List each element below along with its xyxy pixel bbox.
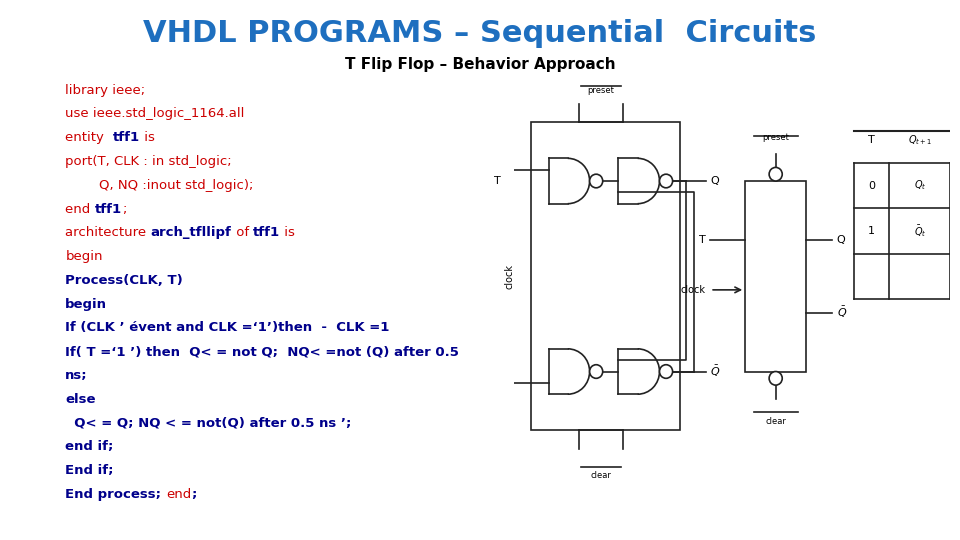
Text: is: is bbox=[280, 226, 295, 239]
Text: tff1: tff1 bbox=[95, 202, 122, 215]
Circle shape bbox=[589, 364, 603, 379]
Text: use ieee.std_logic_1164.all: use ieee.std_logic_1164.all bbox=[65, 107, 245, 120]
Text: ;: ; bbox=[191, 488, 197, 501]
Text: Process(CLK, T): Process(CLK, T) bbox=[65, 274, 183, 287]
Text: clock: clock bbox=[681, 285, 706, 295]
Text: End process;: End process; bbox=[65, 488, 166, 501]
Text: arch_tfllipf: arch_tfllipf bbox=[151, 226, 231, 239]
Text: else: else bbox=[65, 393, 96, 406]
Circle shape bbox=[660, 364, 673, 379]
Text: T: T bbox=[869, 135, 876, 145]
Text: VHDL PROGRAMS – Sequential  Circuits: VHDL PROGRAMS – Sequential Circuits bbox=[143, 19, 817, 48]
Text: If (CLK ’ évent and CLK =‘1’)then  -  CLK =1: If (CLK ’ évent and CLK =‘1’)then - CLK … bbox=[65, 321, 390, 334]
Text: end if;: end if; bbox=[65, 440, 113, 453]
Text: clear: clear bbox=[590, 471, 612, 480]
Circle shape bbox=[589, 174, 603, 188]
Text: begin: begin bbox=[65, 298, 108, 310]
Text: begin: begin bbox=[65, 250, 103, 263]
Text: ns;: ns; bbox=[65, 369, 88, 382]
Text: $\bar{Q}_t$: $\bar{Q}_t$ bbox=[914, 223, 926, 239]
Circle shape bbox=[660, 174, 673, 188]
Text: Q, NQ :inout std_logic);: Q, NQ :inout std_logic); bbox=[65, 179, 253, 192]
Text: tff1: tff1 bbox=[252, 226, 280, 239]
Text: port(T, CLK : in std_logic;: port(T, CLK : in std_logic; bbox=[65, 155, 232, 168]
Text: end: end bbox=[166, 488, 191, 501]
Text: entity: entity bbox=[65, 131, 112, 144]
Text: tff1: tff1 bbox=[112, 131, 140, 144]
Text: $\bar{Q}$: $\bar{Q}$ bbox=[837, 305, 847, 320]
Text: is: is bbox=[140, 131, 155, 144]
Text: End if;: End if; bbox=[65, 464, 114, 477]
Text: clear: clear bbox=[765, 417, 786, 426]
Text: preset: preset bbox=[762, 133, 789, 143]
Text: 0: 0 bbox=[868, 180, 876, 191]
Text: ;: ; bbox=[122, 202, 127, 215]
Circle shape bbox=[769, 372, 782, 385]
Text: $\bar{Q}$: $\bar{Q}$ bbox=[710, 364, 720, 379]
Text: T: T bbox=[493, 176, 500, 186]
Text: preset: preset bbox=[588, 86, 614, 95]
Text: If( T =‘1 ’) then  Q< = not Q;  NQ< =not (Q) after 0.5: If( T =‘1 ’) then Q< = not Q; NQ< =not (… bbox=[65, 345, 459, 358]
Text: architecture: architecture bbox=[65, 226, 151, 239]
Text: T Flip Flop – Behavior Approach: T Flip Flop – Behavior Approach bbox=[345, 57, 615, 72]
Text: library ieee;: library ieee; bbox=[65, 84, 145, 97]
Bar bbox=[531, 122, 680, 430]
Text: T: T bbox=[699, 235, 706, 245]
Text: end: end bbox=[65, 202, 95, 215]
Bar bbox=[745, 181, 806, 372]
Text: 1: 1 bbox=[868, 226, 876, 236]
Circle shape bbox=[769, 167, 782, 181]
Text: $Q_{t+1}$: $Q_{t+1}$ bbox=[907, 133, 932, 147]
Text: of: of bbox=[231, 226, 252, 239]
Text: Q: Q bbox=[710, 176, 719, 186]
Text: Q: Q bbox=[837, 235, 846, 245]
Text: Q< = Q; NQ < = not(Q) after 0.5 ns ’;: Q< = Q; NQ < = not(Q) after 0.5 ns ’; bbox=[65, 416, 351, 429]
Text: $Q_t$: $Q_t$ bbox=[914, 179, 926, 192]
Text: clock: clock bbox=[504, 264, 515, 289]
